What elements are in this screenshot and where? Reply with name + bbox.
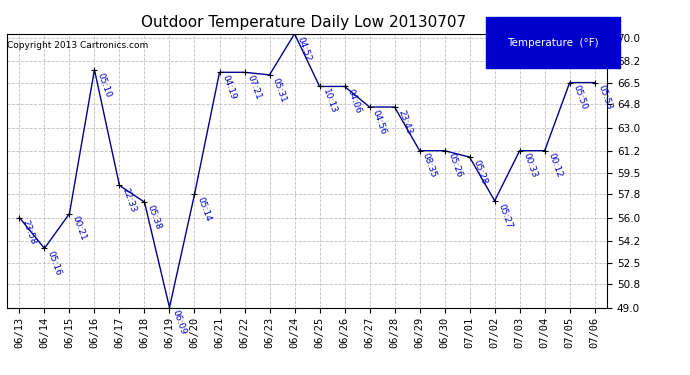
Text: Temperature  (°F): Temperature (°F) xyxy=(507,38,599,48)
Text: 04:19: 04:19 xyxy=(221,74,238,101)
Text: 05:26: 05:26 xyxy=(446,152,463,179)
Text: 23:58: 23:58 xyxy=(21,219,38,246)
Text: 05:38: 05:38 xyxy=(146,204,163,231)
Text: Copyright 2013 Cartronics.com: Copyright 2013 Cartronics.com xyxy=(7,41,148,50)
Text: 00:12: 00:12 xyxy=(546,152,563,179)
Text: 05:14: 05:14 xyxy=(196,196,213,223)
Text: 04:56: 04:56 xyxy=(371,108,388,136)
Text: 05:28: 05:28 xyxy=(471,159,489,186)
Text: 22:33: 22:33 xyxy=(121,187,138,214)
Text: 08:35: 08:35 xyxy=(421,152,438,180)
Text: 06:09: 06:09 xyxy=(171,309,188,336)
Text: 04:06: 04:06 xyxy=(346,88,363,115)
Text: 07:21: 07:21 xyxy=(246,74,263,101)
Text: 05:50: 05:50 xyxy=(571,84,589,111)
Text: 10:13: 10:13 xyxy=(321,88,338,115)
Text: 05:10: 05:10 xyxy=(96,71,113,99)
Text: 05:16: 05:16 xyxy=(46,250,63,277)
Text: 05:53: 05:53 xyxy=(596,84,613,111)
Text: Outdoor Temperature Daily Low 20130707: Outdoor Temperature Daily Low 20130707 xyxy=(141,15,466,30)
Text: 05:27: 05:27 xyxy=(496,202,513,229)
Text: 00:21: 00:21 xyxy=(71,215,88,242)
Text: 04:52: 04:52 xyxy=(296,35,313,62)
Text: 23:43: 23:43 xyxy=(396,108,413,135)
Text: 05:31: 05:31 xyxy=(271,76,288,104)
Text: 00:33: 00:33 xyxy=(521,152,538,180)
